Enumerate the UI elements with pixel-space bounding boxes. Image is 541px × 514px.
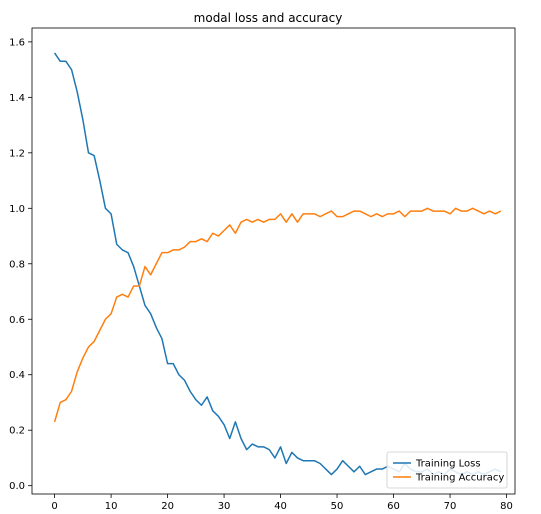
plot-frame [31, 27, 516, 495]
x-tick-label: 80 [500, 501, 513, 512]
y-tick-label: 1.4 [9, 93, 25, 104]
x-tick-label: 70 [444, 501, 457, 512]
x-tick-label: 40 [274, 501, 287, 512]
x-tick-label: 60 [387, 501, 400, 512]
chart-title: modal loss and accuracy [194, 11, 343, 25]
y-tick-label: 1.6 [9, 37, 25, 48]
x-tick-label: 50 [331, 501, 344, 512]
legend-label: Training Accuracy [415, 473, 504, 484]
x-tick-label: 30 [218, 501, 231, 512]
legend: Training Loss Training Accuracy [386, 451, 508, 489]
series-line-training-accuracy [53, 207, 502, 423]
y-tick-label: 0.4 [9, 370, 25, 381]
y-tick-label: 1.0 [9, 204, 25, 215]
x-tick-label: 10 [105, 501, 118, 512]
x-tick-label: 20 [161, 501, 174, 512]
axes: 0 10 20 30 40 50 60 70 80 0.0 0.2 0.4 0.6 0.8 1.0 1.2 1.… [9, 37, 513, 512]
y-tick-label: 0.8 [9, 259, 25, 270]
y-tick-label: 0.6 [9, 315, 25, 326]
legend-label: Training Loss [415, 459, 481, 470]
y-tick-label: 1.2 [9, 148, 25, 159]
y-tick-label: 0.0 [9, 481, 25, 492]
x-tick-label: 0 [51, 501, 57, 512]
legend-box [386, 451, 508, 489]
y-tick-label: 0.2 [9, 426, 25, 437]
